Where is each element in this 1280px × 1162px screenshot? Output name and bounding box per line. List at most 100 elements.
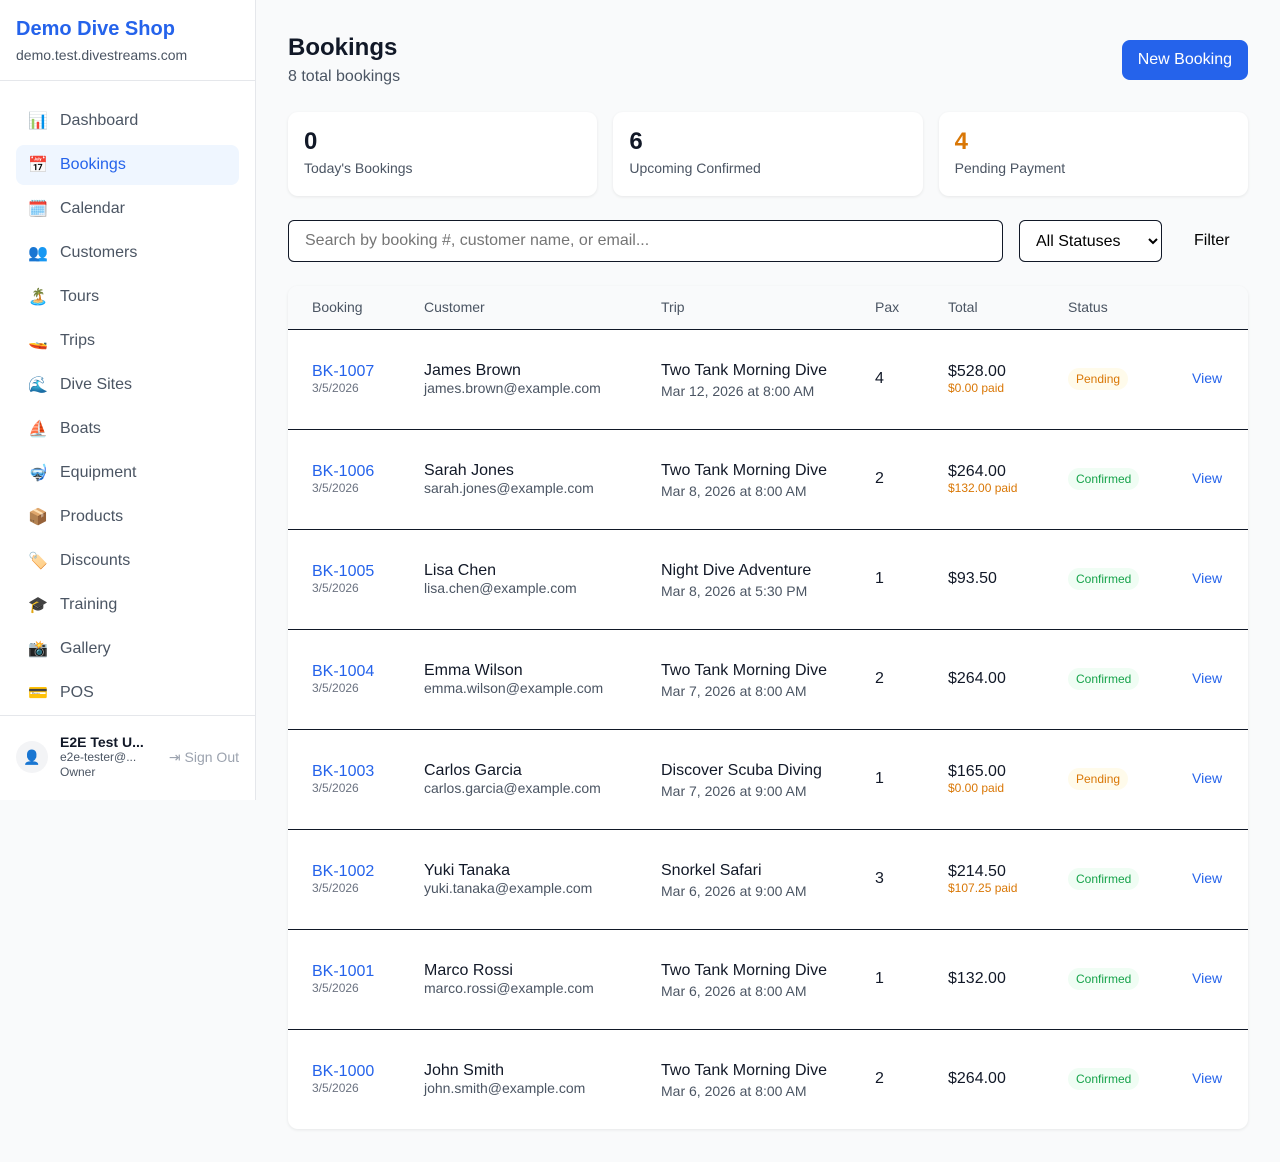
trips-icon: 🚤	[28, 333, 48, 350]
customer-name: John Smith	[424, 1062, 505, 1080]
view-link[interactable]: View	[1192, 470, 1223, 486]
brand-name[interactable]: Demo Dive Shop	[16, 18, 175, 40]
booking-id-link[interactable]: BK-1001	[312, 963, 375, 980]
sign-out-button[interactable]: ⇥ Sign Out	[169, 749, 239, 766]
filter-button[interactable]: Filter	[1178, 232, 1246, 250]
column-header: Total	[924, 286, 1044, 330]
booking-id-link[interactable]: BK-1005	[312, 563, 375, 580]
page-subtitle: 8 total bookings	[288, 68, 401, 85]
sign-out-label: Sign Out	[184, 748, 239, 765]
sidebar-item-calendar[interactable]: 🗓️ Calendar	[16, 189, 239, 229]
view-link[interactable]: View	[1192, 570, 1223, 586]
brand: Demo Dive Shop demo.test.divestreams.com	[0, 0, 255, 81]
customer-name: Carlos Garcia	[424, 762, 522, 779]
customer-email: sarah.jones@example.com	[424, 480, 594, 496]
status-badge: Confirmed	[1068, 1068, 1140, 1091]
sidebar-item-label: POS	[60, 684, 94, 701]
view-link[interactable]: View	[1192, 870, 1223, 886]
sidebar-item-dive-sites[interactable]: 🌊 Dive Sites	[16, 365, 239, 405]
customer-email: yuki.tanaka@example.com	[424, 880, 593, 896]
sidebar-item-label: Gallery	[60, 640, 111, 657]
paid-amount: $132.00 paid	[948, 481, 1018, 495]
sidebar-item-label: Products	[60, 508, 124, 525]
trip-name: Two Tank Morning Dive	[661, 962, 827, 979]
booking-id-link[interactable]: BK-1006	[312, 463, 375, 480]
sidebar-item-discounts[interactable]: 🏷️ Discounts	[16, 541, 239, 581]
view-link[interactable]: View	[1192, 370, 1223, 386]
sidebar-item-training[interactable]: 🎓 Training	[16, 585, 239, 625]
stat-value: 0	[304, 128, 318, 155]
customer-email: john.smith@example.com	[424, 1080, 586, 1097]
sidebar-item-customers[interactable]: 👥 Customers	[16, 233, 239, 273]
table-row: BK-1006 3/5/2026 Sarah Jones sarah.jones@e…	[288, 429, 1248, 530]
table-row: BK-1002 3/5/2026 Yuki Tanaka yuki.tanaka@e…	[288, 829, 1248, 930]
table-row: BK-1004 3/5/2026 Emma Wilson emma.wilson@e…	[288, 629, 1248, 730]
customer-name: Sarah Jones	[424, 462, 514, 479]
booking-id-link[interactable]: BK-1000	[312, 1063, 375, 1081]
dashboard-icon: 📊	[28, 113, 48, 130]
booking-id-link[interactable]: BK-1002	[312, 863, 375, 880]
products-icon: 📦	[28, 509, 48, 526]
sidebar-item-trips[interactable]: 🚤 Trips	[16, 321, 239, 361]
pax: 2	[851, 629, 924, 730]
view-link[interactable]: View	[1192, 670, 1223, 686]
sidebar-item-label: Dashboard	[60, 112, 139, 129]
sidebar-item-bookings[interactable]: 📅 Bookings	[16, 145, 239, 185]
booking-id-link[interactable]: BK-1007	[312, 363, 375, 380]
sidebar-item-label: Calendar	[60, 200, 125, 217]
sidebar-item-label: Training	[60, 596, 118, 613]
customer-name: Marco Rossi	[424, 962, 513, 979]
stat-label: Upcoming Confirmed	[629, 160, 761, 176]
column-header	[1168, 286, 1248, 330]
trip-date: Mar 8, 2026 at 5:30 PM	[661, 583, 808, 599]
sidebar-item-dashboard[interactable]: 📊 Dashboard	[16, 101, 239, 141]
user-email: e2e-tester@...	[60, 750, 137, 764]
column-header: Trip	[637, 286, 851, 330]
view-link[interactable]: View	[1192, 770, 1223, 786]
booking-date: 3/5/2026	[312, 381, 359, 395]
sidebar-item-label: Trips	[60, 332, 95, 349]
page-title: Bookings	[288, 34, 398, 61]
sidebar-item-pos[interactable]: 💳 POS	[16, 673, 239, 713]
pax: 2	[875, 1070, 884, 1088]
booking-date: 3/5/2026	[312, 481, 359, 495]
status-badge: Pending	[1068, 768, 1129, 790]
sidebar-nav: 📊 Dashboard 📅 Bookings 🗓️ Calendar 👥 Customers 🏝…	[0, 81, 255, 713]
stat-card: 6 Upcoming Confirmed	[613, 112, 923, 196]
pax: 1	[851, 729, 924, 830]
stat-card: 4 Pending Payment	[938, 112, 1248, 196]
pos-icon: 💳	[28, 685, 48, 702]
dive-sites-icon: 🌊	[28, 377, 48, 394]
customer-name: Lisa Chen	[424, 562, 497, 579]
status-select[interactable]: All Statuses	[1019, 220, 1162, 262]
status-badge: Pending	[1068, 368, 1129, 390]
trip-date: Mar 7, 2026 at 9:00 AM	[661, 783, 807, 799]
customers-icon: 👥	[28, 245, 48, 262]
booking-id-link[interactable]: BK-1003	[312, 763, 375, 780]
pax: 1	[851, 929, 924, 1030]
pax: 3	[851, 829, 924, 930]
sidebar-item-products[interactable]: 📦 Products	[16, 497, 239, 537]
booking-date: 3/5/2026	[312, 881, 359, 895]
customer-name: Emma Wilson	[424, 662, 523, 679]
sidebar-item-boats[interactable]: ⛵ Boats	[16, 409, 239, 449]
sidebar-item-tours[interactable]: 🏝️ Tours	[16, 277, 239, 317]
column-header: Booking	[288, 286, 400, 330]
gallery-icon: 📸	[28, 641, 48, 658]
stat-value: 4	[954, 128, 969, 155]
booking-id-link[interactable]: BK-1004	[312, 663, 375, 680]
trip-name: Discover Scuba Diving	[661, 762, 822, 779]
view-link[interactable]: View	[1192, 1070, 1223, 1087]
sidebar-item-equipment[interactable]: 🤿 Equipment	[16, 453, 239, 493]
column-header: Status	[1044, 286, 1168, 330]
stat-value: 6	[629, 128, 643, 155]
discounts-icon: 🏷️	[28, 553, 48, 570]
search-input[interactable]	[288, 220, 1003, 262]
new-booking-button[interactable]: New Booking	[1121, 40, 1248, 80]
view-link[interactable]: View	[1192, 970, 1223, 986]
paid-amount: $107.25 paid	[948, 881, 1018, 895]
sidebar-item-gallery[interactable]: 📸 Gallery	[16, 629, 239, 669]
status-badge: Confirmed	[1068, 468, 1140, 490]
paid-amount: $0.00 paid	[948, 381, 1005, 395]
customer-email: james.brown@example.com	[424, 380, 601, 396]
